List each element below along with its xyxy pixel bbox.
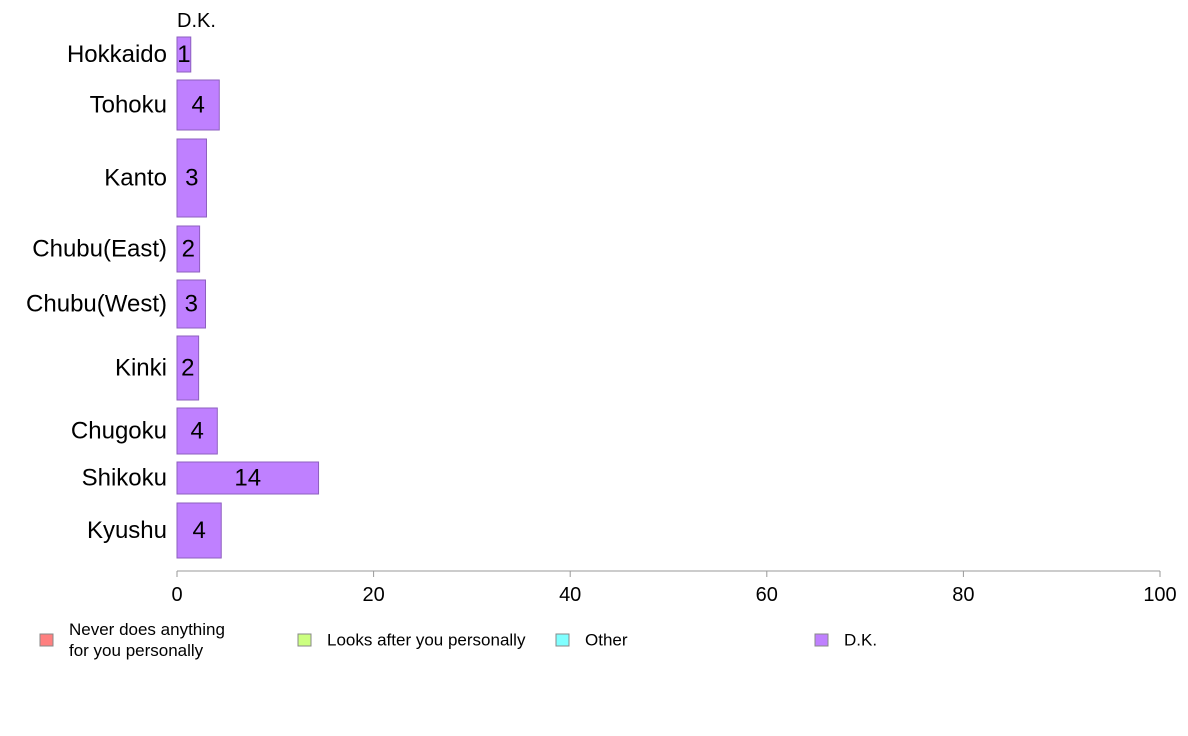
x-tick-label: 40 (559, 584, 581, 606)
x-tick-label: 0 (171, 584, 182, 606)
legend-swatch (297, 633, 312, 647)
bar-value-label: 2 (181, 355, 194, 382)
legend-item: Looks after you personally (297, 631, 526, 650)
bar (176, 36, 192, 73)
category-label: Shikoku (82, 465, 167, 492)
legend-swatch (814, 633, 829, 647)
series-header-label: D.K. (177, 10, 216, 32)
bar (176, 407, 218, 455)
x-tick-label: 100 (1143, 584, 1176, 606)
x-tick-label: 80 (952, 584, 974, 606)
bar-value-label: 14 (234, 465, 261, 492)
legend-swatch (555, 633, 570, 647)
category-label: Chugoku (71, 418, 167, 445)
legend-label: Looks after you personally (327, 631, 526, 650)
legend-label: for you personally (69, 641, 204, 660)
legend: Never does anything for you personally Loo… (39, 620, 877, 660)
bar-value-label: 4 (190, 418, 203, 445)
category-label: Chubu(East) (32, 236, 167, 263)
legend-item: Other (555, 631, 628, 650)
bar (176, 461, 320, 495)
category-label: Chubu(West) (26, 291, 167, 318)
bar (176, 225, 201, 273)
legend-label: Other (585, 631, 628, 650)
legend-item: Never does anything for you personally (39, 620, 225, 660)
bar (176, 279, 207, 329)
bar-value-label: 3 (185, 165, 198, 192)
category-label: Kinki (115, 355, 167, 382)
category-label: Hokkaido (67, 41, 167, 68)
bar-value-label: 1 (177, 41, 190, 68)
x-axis: 0 20 40 60 80 100 (171, 570, 1177, 606)
category-label: Tohoku (90, 92, 167, 119)
category-labels: Hokkaido Tohoku Kanto Chubu(East) Chubu(West… (26, 41, 167, 544)
legend-label: D.K. (844, 631, 877, 650)
bar (176, 138, 207, 218)
bar-value-label: 3 (185, 291, 198, 318)
bar-value-label: 4 (192, 517, 205, 544)
legend-label: Never does anything (69, 620, 225, 639)
legend-item: D.K. (814, 631, 877, 650)
category-label: Kyushu (87, 517, 167, 544)
bar-value-label: 2 (182, 236, 195, 263)
bar (176, 79, 220, 131)
category-label: Kanto (104, 165, 167, 192)
x-tick-label: 60 (756, 584, 778, 606)
x-tick-label: 20 (362, 584, 384, 606)
bar (176, 502, 222, 559)
legend-swatch (39, 633, 54, 647)
bar-value-label: 4 (191, 92, 204, 119)
bar (176, 335, 200, 401)
